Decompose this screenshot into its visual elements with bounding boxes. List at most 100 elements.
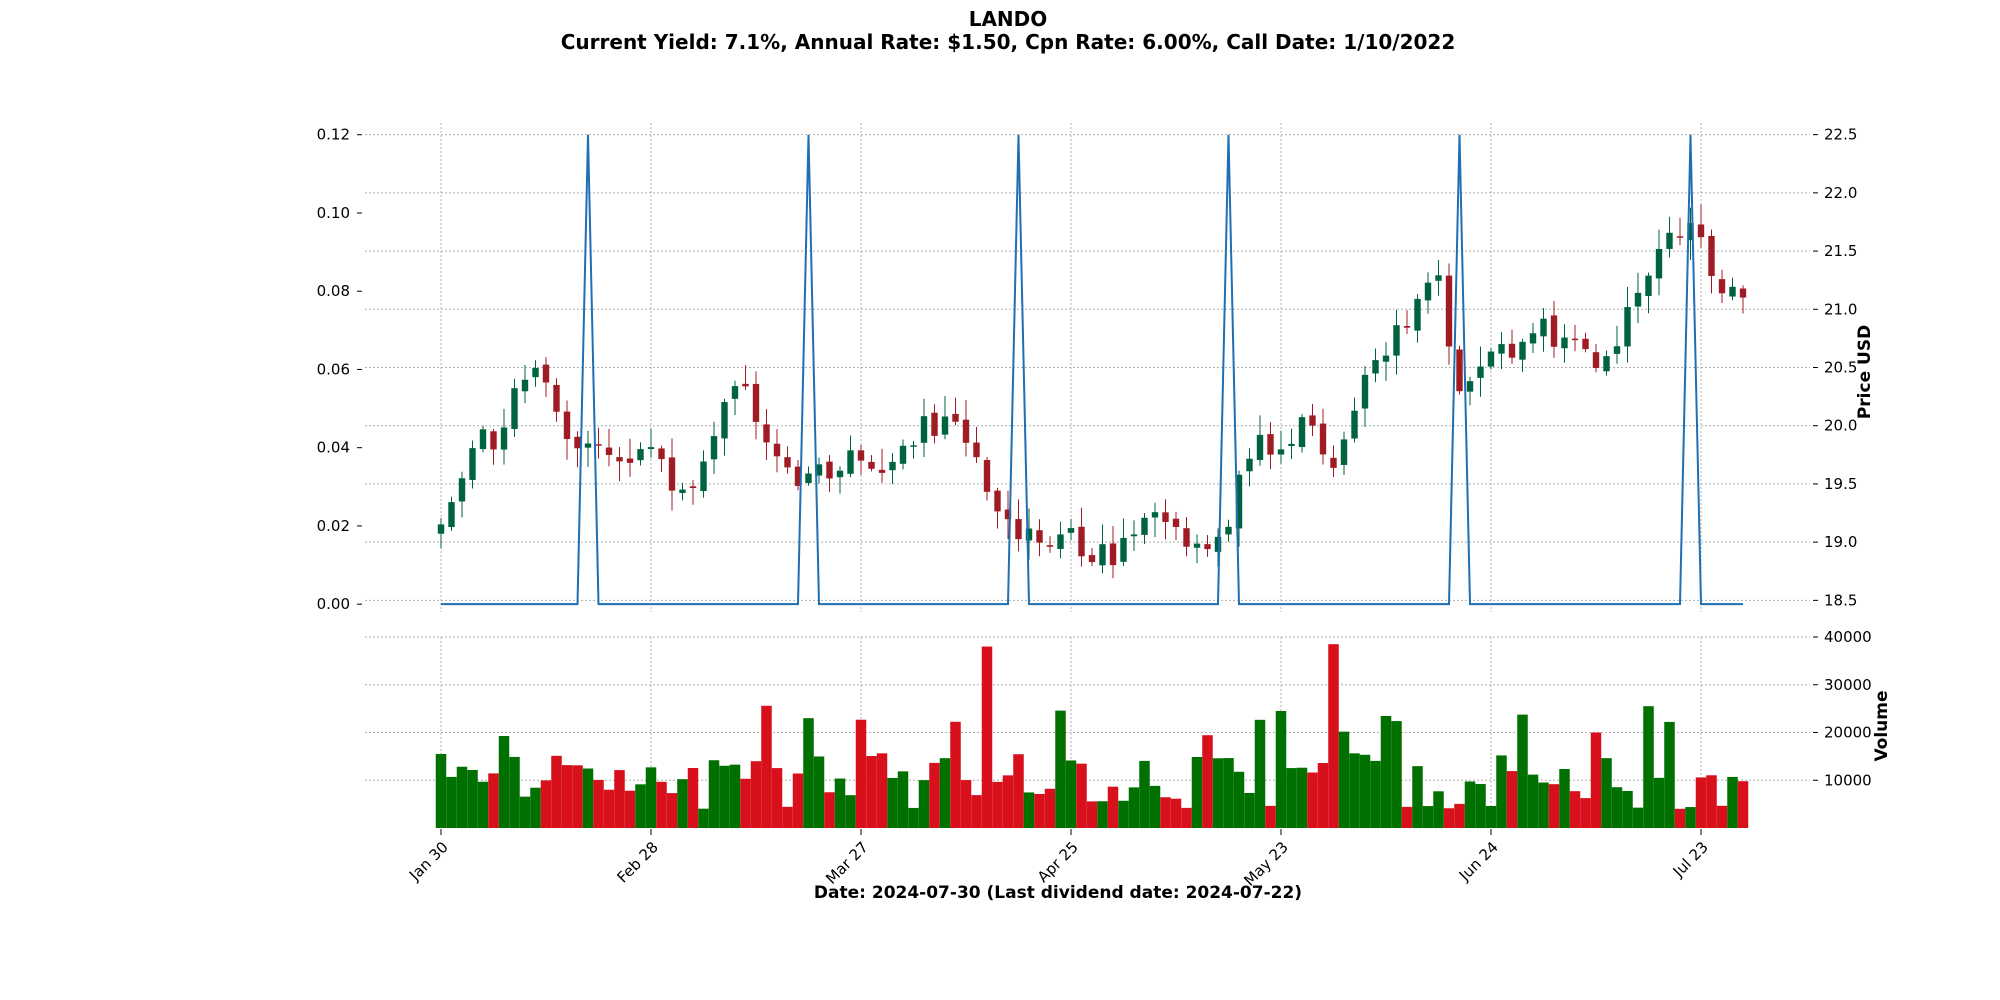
axis-layer: 0.00 0.02 0.04 0.06 0.08 0.10 0.12 18.5 19.0 19.5… (317, 126, 1872, 890)
candle-body (1141, 517, 1148, 535)
volume-bar (1139, 760, 1150, 828)
candle-body (458, 478, 466, 502)
price-tick-label: 22.0 (1824, 184, 1857, 202)
candle-body (731, 386, 739, 399)
volume-bar (1191, 757, 1203, 828)
candle-body (1361, 374, 1369, 409)
candle-body (437, 524, 445, 534)
candle-body (1288, 443, 1295, 447)
candle-body (742, 383, 749, 387)
volume-bar (477, 781, 489, 828)
volume-bar (1328, 644, 1339, 828)
candle-body (773, 443, 781, 457)
candle-body (1025, 528, 1033, 541)
candle-body (1540, 318, 1547, 337)
x-tick-label: Jan 30 (405, 838, 452, 885)
candle-body (479, 429, 487, 450)
volume-bar (509, 756, 520, 828)
volume-bar (498, 736, 510, 828)
volume-bar (1044, 788, 1056, 828)
volume-tick-label: 30000 (1824, 676, 1872, 694)
candle-body (857, 450, 865, 461)
candle-body (1613, 346, 1621, 354)
volume-bar (782, 806, 793, 828)
candle-layer (437, 204, 1747, 579)
volume-bar (1685, 807, 1696, 828)
candle-body (1099, 544, 1106, 566)
candle-body (941, 416, 949, 435)
volume-bar (1107, 786, 1119, 828)
volume-layer (435, 644, 1749, 828)
volume-bar (1286, 768, 1297, 828)
x-tick-label: Jul 23 (1669, 838, 1712, 881)
volume-tick-label: 20000 (1824, 724, 1872, 742)
candle-body (878, 469, 886, 473)
volume-bar (887, 777, 898, 828)
candle-body (1078, 526, 1085, 557)
volume-bar (1590, 732, 1602, 828)
chart-title: LANDO (969, 7, 1048, 31)
volume-bar (1422, 806, 1434, 828)
price-tick-label: 19.0 (1824, 533, 1857, 551)
volume-bar (582, 768, 594, 828)
candle-body (1466, 381, 1474, 392)
candle-body (1183, 528, 1190, 547)
volume-bar (1401, 806, 1413, 828)
candle-body (1057, 534, 1064, 549)
volume-bar (1433, 791, 1444, 828)
volume-bar (1391, 721, 1402, 828)
volume-bar (1202, 735, 1213, 828)
volume-bar (1527, 774, 1539, 828)
candle-body (1298, 417, 1306, 448)
candle-body (1445, 275, 1453, 347)
volume-bar (1244, 792, 1255, 828)
dividend-tick-label: 0.02 (317, 517, 350, 535)
candle-body (1214, 536, 1222, 552)
volume-bar (540, 780, 552, 828)
candle-body (500, 427, 508, 450)
volume-bar (1160, 797, 1171, 828)
volume-bar (1023, 792, 1035, 828)
candle-body (931, 412, 938, 436)
candle-body (584, 443, 592, 448)
volume-bar (1653, 777, 1665, 828)
volume-bar (1307, 772, 1318, 828)
volume-bar (824, 792, 835, 828)
dividend-layer (441, 134, 1743, 606)
volume-bar (750, 761, 762, 828)
volume-bar (435, 753, 447, 828)
volume-bar (1464, 781, 1476, 828)
candle-body (763, 424, 770, 443)
volume-bar (519, 796, 531, 828)
volume-bar (677, 779, 688, 828)
candle-body (973, 442, 980, 458)
volume-bar (960, 780, 972, 828)
candle-body (1424, 282, 1432, 301)
volume-bar (624, 790, 636, 828)
volume-bar (1149, 785, 1161, 828)
candle-body (1624, 307, 1631, 347)
candle-body (889, 461, 896, 471)
candle-body (910, 445, 917, 447)
candle-body (710, 436, 718, 460)
volume-bar (1632, 807, 1644, 828)
volume-bar (803, 718, 814, 828)
volume-bar (456, 766, 468, 828)
candle-body (542, 364, 550, 383)
volume-bar (1181, 807, 1192, 828)
volume-bar (1380, 715, 1392, 828)
candle-body (805, 473, 812, 483)
x-tick-label: Mar 27 (822, 838, 872, 888)
price-axis-label: Price USD (1855, 325, 1875, 419)
candle-body (1382, 355, 1390, 362)
price-tick-label: 20.5 (1824, 359, 1857, 377)
volume-bar (1517, 714, 1528, 828)
candle-body (1571, 338, 1579, 341)
volume-bar (1002, 775, 1014, 828)
x-tick-label: Jun 24 (1455, 838, 1502, 885)
volume-bar (1359, 754, 1371, 828)
candle-body (1456, 349, 1463, 392)
candle-body (1697, 224, 1705, 238)
volume-bar (1055, 710, 1066, 828)
candle-body (1592, 352, 1600, 368)
